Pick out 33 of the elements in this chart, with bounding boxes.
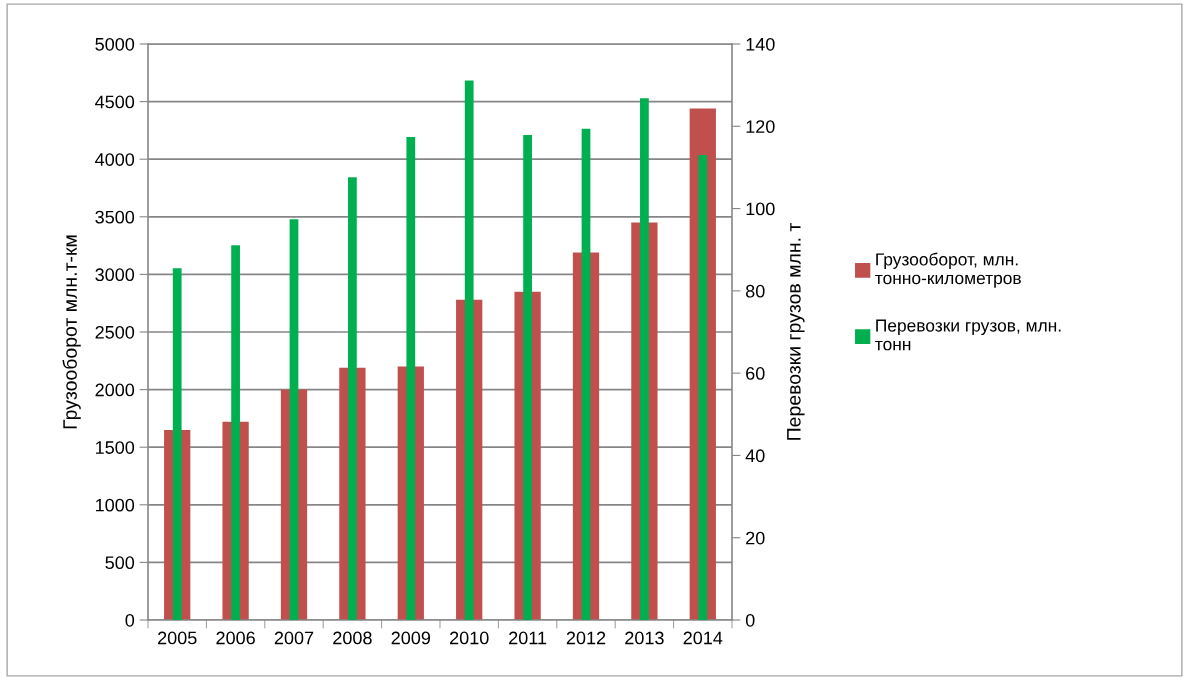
y2-tick-label: 120 xyxy=(746,120,775,134)
x-tick-label: 2011 xyxy=(509,631,547,645)
y-tick-label: 2000 xyxy=(95,383,135,397)
y-tick-label: 4500 xyxy=(95,95,135,109)
y-axis-title: Грузооборот млн.т-км xyxy=(62,235,81,429)
y-tick-label: 3500 xyxy=(95,210,135,224)
y-tick-label: 1500 xyxy=(96,441,135,454)
y2-tick-label: 40 xyxy=(745,449,765,463)
y2-axis-title: Перевозки грузов млн. т xyxy=(787,223,805,440)
x-tick-label: 2012 xyxy=(566,631,606,645)
x-tick-label: 2006 xyxy=(216,631,255,645)
x-tick-label: 2014 xyxy=(683,631,723,645)
y2-tick-label: 20 xyxy=(746,531,765,545)
y-tick-label: 0 xyxy=(125,613,135,627)
y-tick-label: 500 xyxy=(105,556,135,570)
y2-tick-label: 0 xyxy=(745,613,755,627)
x-tick-label: 2008 xyxy=(333,631,372,645)
x-tick-label: 2007 xyxy=(274,631,314,645)
y-tick-label: 4000 xyxy=(95,153,135,166)
x-tick-label: 2009 xyxy=(391,631,431,645)
y-tick-label: 2500 xyxy=(95,325,135,339)
legend-label: Грузооборот, млн. тонно-километров xyxy=(875,252,1021,288)
x-tick-label: 2005 xyxy=(158,631,197,645)
y-tick-label: 3000 xyxy=(95,268,135,282)
y2-tick-label: 100 xyxy=(746,202,775,216)
y-tick-label: 1000 xyxy=(96,498,135,512)
x-tick-label: 2013 xyxy=(625,631,664,645)
x-tick-label: 2010 xyxy=(450,631,489,645)
legend-label: Перевозки грузов, млн. тонн xyxy=(875,319,1061,351)
y-tick-label: 5000 xyxy=(95,37,135,51)
y2-tick-label: 60 xyxy=(746,367,765,380)
y2-tick-label: 140 xyxy=(746,37,775,51)
y2-tick-label: 80 xyxy=(745,284,765,298)
